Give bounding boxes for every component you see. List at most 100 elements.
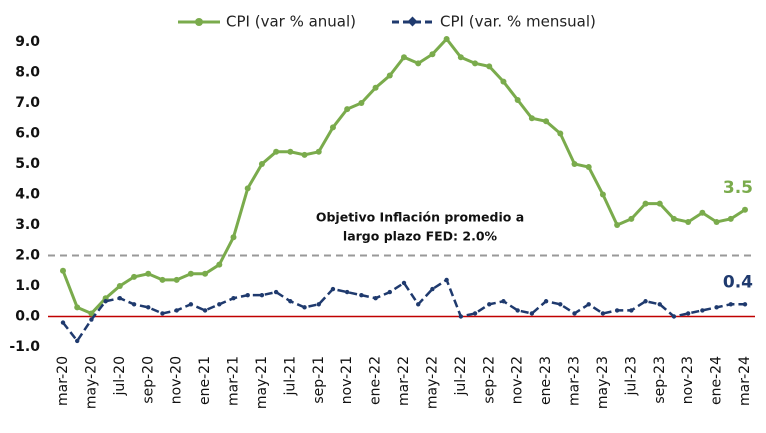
point — [302, 305, 307, 310]
legend-marker — [407, 16, 418, 27]
point — [159, 276, 166, 283]
point — [514, 96, 521, 103]
point — [699, 209, 706, 216]
point — [373, 296, 378, 301]
point — [231, 296, 236, 301]
x-tick-label: nov-21 — [339, 356, 355, 404]
point — [386, 72, 393, 79]
point — [430, 286, 435, 292]
point — [387, 289, 392, 295]
point — [372, 84, 379, 91]
point — [244, 185, 251, 192]
point — [528, 115, 535, 122]
y-tick-label: 5.0 — [15, 156, 40, 172]
point — [188, 302, 194, 307]
point — [657, 302, 662, 307]
x-tick-label: mar-20 — [55, 356, 71, 406]
point — [600, 311, 606, 316]
y-tick-label: 8.0 — [15, 65, 40, 81]
point — [145, 270, 152, 277]
point — [416, 302, 421, 307]
x-tick-label: ene-23 — [538, 356, 554, 405]
point — [89, 317, 94, 322]
y-tick-label: 2.0 — [15, 248, 40, 264]
point — [628, 215, 635, 222]
y-tick-label: 1.0 — [15, 278, 40, 294]
y-tick-label: 6.0 — [15, 126, 40, 142]
annotation: Objetivo Inflación promedio a — [316, 210, 524, 225]
point — [685, 311, 691, 316]
point — [457, 54, 464, 61]
point — [401, 54, 407, 61]
point — [344, 106, 351, 113]
x-tick-label: nov-22 — [510, 356, 526, 404]
point — [60, 320, 66, 325]
point — [599, 191, 606, 198]
point — [742, 206, 748, 213]
point — [670, 215, 677, 222]
x-tick-label: jul-21 — [282, 356, 298, 397]
point — [643, 299, 648, 304]
point — [742, 302, 748, 307]
point — [656, 200, 663, 207]
legend-label: CPI (var % anual) — [226, 13, 356, 31]
x-tick-label: sep-22 — [481, 356, 497, 404]
x-tick-label: jul-20 — [112, 356, 128, 397]
point — [259, 292, 265, 298]
point — [501, 299, 506, 304]
point — [444, 277, 449, 283]
point — [316, 302, 321, 307]
y-tick-label: 4.0 — [15, 187, 40, 203]
point — [700, 308, 705, 313]
annotation: largo plazo FED: 2.0% — [343, 229, 498, 244]
x-tick-label: sep-20 — [140, 356, 156, 404]
point — [714, 305, 719, 310]
point — [344, 289, 350, 295]
point — [629, 308, 634, 313]
x-tick-label: nov-20 — [169, 356, 185, 404]
x-tick-label: may-22 — [424, 356, 440, 409]
point — [315, 148, 322, 155]
point — [273, 289, 279, 295]
point — [685, 218, 692, 225]
x-tick-label: may-23 — [595, 356, 611, 409]
x-tick-label: may-21 — [254, 356, 270, 409]
legend-marker — [195, 18, 203, 26]
point — [359, 292, 364, 298]
point — [642, 200, 649, 207]
point — [245, 292, 250, 298]
point — [174, 308, 179, 313]
y-tick-label: 0.0 — [15, 309, 40, 325]
point — [572, 311, 577, 316]
point — [301, 151, 308, 158]
point — [230, 234, 237, 241]
x-tick-label: nov-23 — [680, 356, 696, 404]
point — [500, 78, 507, 85]
point — [74, 304, 81, 311]
x-tick-label: sep-23 — [652, 356, 668, 404]
point — [329, 124, 336, 131]
x-tick-label: jul-23 — [623, 356, 639, 397]
x-tick-label: may-20 — [83, 356, 99, 409]
point — [401, 280, 407, 286]
point — [586, 302, 591, 307]
y-tick-label: -1.0 — [9, 339, 40, 355]
point — [487, 302, 492, 307]
point — [543, 299, 549, 304]
x-tick-label: ene-24 — [709, 356, 725, 405]
point — [571, 161, 578, 167]
x-tick-label: mar-21 — [226, 356, 242, 406]
point — [458, 314, 464, 319]
point — [557, 130, 564, 137]
point — [103, 299, 108, 304]
point — [614, 308, 620, 313]
point — [202, 270, 209, 277]
series-line — [62, 278, 745, 344]
y-tick-label: 7.0 — [15, 95, 40, 111]
point — [173, 276, 180, 283]
series-line — [61, 36, 746, 316]
point — [358, 100, 365, 106]
point — [131, 273, 138, 280]
point — [429, 51, 436, 58]
